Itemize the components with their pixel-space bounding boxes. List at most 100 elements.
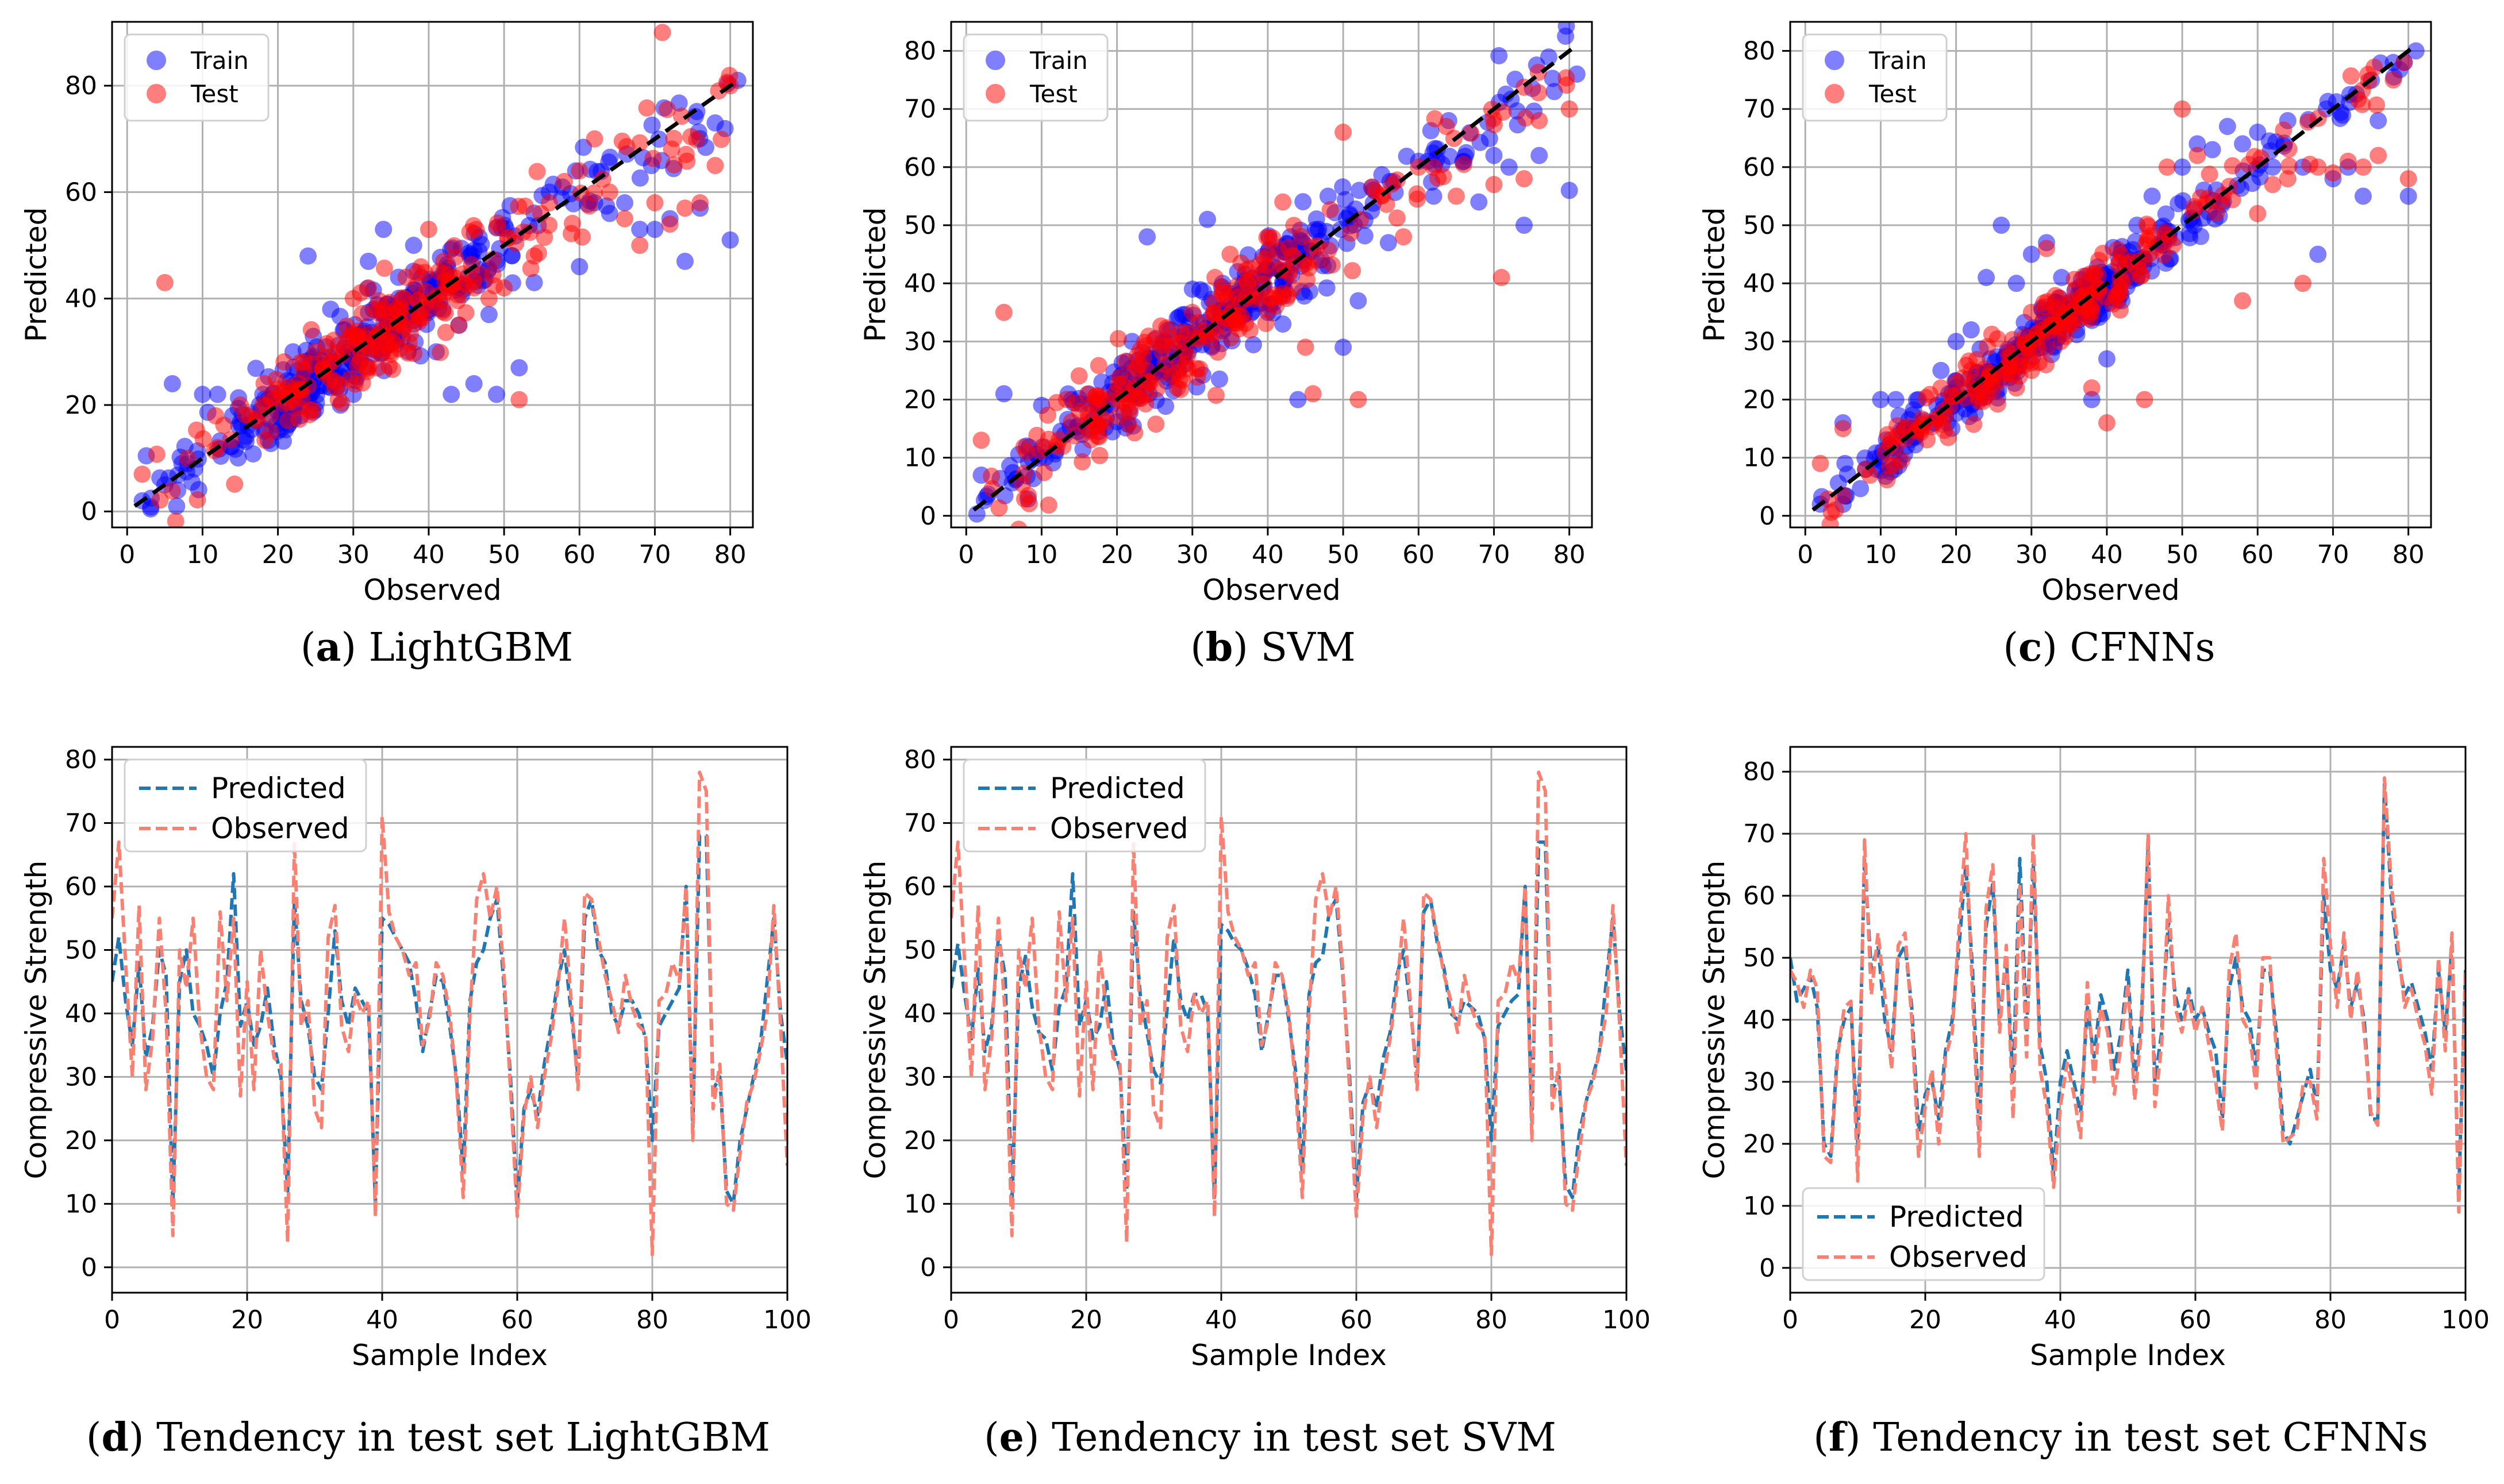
ticks: 0 20 40 60 80 100 0 10 20 30 40 50 60 70 80 (1743, 757, 2490, 1335)
test-point (1028, 426, 1046, 444)
train-point (1093, 373, 1111, 391)
train-point (2143, 187, 2161, 205)
x-tick-label: 30 (1176, 540, 1209, 569)
test-point (2324, 164, 2342, 182)
test-point (536, 229, 553, 246)
x-axis-label: Sample Index (1191, 1339, 1387, 1372)
train-point (1157, 398, 1175, 415)
test-point (2353, 95, 2371, 113)
y-tick-label: 10 (65, 1189, 97, 1219)
axes-frame (1789, 21, 2432, 529)
test-point (434, 303, 452, 321)
test-point (1120, 403, 1137, 421)
test-point (1109, 330, 1127, 348)
test-point (2365, 59, 2383, 76)
test-point (691, 194, 709, 211)
y-tick-label: 20 (1743, 1130, 1775, 1159)
legend: Train Test (1802, 33, 1948, 122)
test-point (2370, 147, 2387, 164)
test-point (449, 292, 467, 310)
x-tick-label: 30 (2015, 540, 2048, 569)
test-point (1035, 464, 1053, 481)
test-point (1344, 262, 1361, 280)
test-point (1040, 496, 1057, 514)
train-point (601, 205, 618, 222)
test-point (2164, 236, 2182, 254)
legend-label-observed: Observed (211, 812, 349, 845)
test-point (1010, 521, 1028, 527)
train-point (1490, 47, 1508, 65)
x-axis-label: Sample Index (2030, 1339, 2226, 1372)
train-point (360, 252, 377, 270)
legend-marker-train (986, 51, 1005, 70)
test-point (613, 132, 631, 150)
caption-paren: ( (2003, 625, 2018, 670)
ticks: 0 10 20 30 40 50 60 70 80 0 10 20 30 40 50 60 70 80 (1743, 37, 2425, 569)
train-point (1349, 292, 1367, 310)
test-point (1238, 272, 1256, 290)
test-point (601, 183, 618, 201)
test-point (344, 290, 362, 307)
y-tick-label: 0 (920, 1253, 936, 1282)
test-point (1321, 201, 1339, 219)
train-point (2264, 158, 2282, 176)
predicted-line (951, 840, 1626, 1206)
test-point (586, 130, 603, 148)
caption-letter: f (1829, 1414, 1848, 1460)
y-tick-label: 30 (1743, 327, 1775, 356)
x-tick-label: 10 (1864, 540, 1897, 569)
y-tick-label: 0 (1759, 502, 1775, 531)
test-point (1274, 285, 1291, 303)
train-point (616, 194, 633, 211)
observed-line (1790, 776, 2465, 1214)
test-point (1965, 415, 1983, 433)
train-point (1836, 454, 1854, 472)
test-point (1557, 76, 1575, 94)
test-point (1928, 410, 1946, 427)
test-point (2047, 299, 2064, 317)
x-tick-label: 80 (714, 540, 747, 569)
test-point (1932, 379, 1950, 397)
test-point (1297, 338, 1314, 356)
train-point (1294, 193, 1312, 211)
test-point (1388, 171, 1406, 189)
test-point (1447, 187, 1465, 205)
train-point (470, 242, 488, 260)
x-tick-label: 60 (501, 1305, 533, 1335)
legend-marker-test (1825, 84, 1844, 103)
test-point (556, 172, 574, 190)
y-tick-label: 40 (1743, 1005, 1775, 1035)
test-point (1207, 387, 1225, 404)
train-point (1356, 227, 1374, 245)
test-point (301, 402, 319, 419)
ticks: 0 20 40 60 80 100 0 10 20 30 40 50 60 70 80 (65, 745, 811, 1335)
test-point (2158, 158, 2176, 176)
train-point (163, 375, 181, 392)
plot-area (968, 22, 1586, 527)
caption-letter: e (999, 1414, 1024, 1460)
test-point (465, 279, 483, 297)
train-point (1530, 147, 1548, 164)
panel-d: 0 20 40 60 80 100 0 10 20 30 40 50 60 70 80 Sample Inde… (20, 745, 811, 1460)
caption-paren: ( (301, 625, 316, 670)
caption-paren: ( (1190, 625, 1206, 670)
y-tick-label: 40 (904, 269, 936, 298)
x-tick-label: 60 (1340, 1305, 1372, 1335)
y-tick-label: 0 (920, 502, 936, 531)
test-point (1298, 271, 1316, 288)
test-point (2047, 287, 2064, 304)
train-point (650, 130, 668, 148)
test-point (394, 289, 411, 307)
test-point (499, 229, 517, 247)
test-point (2354, 158, 2372, 176)
caption-letter: a (316, 625, 341, 670)
test-point (1962, 361, 1980, 379)
test-point (2007, 379, 2025, 397)
y-tick-label: 0 (81, 497, 97, 526)
legend-marker-test (147, 84, 166, 103)
caption-text: ) Tendency in test set SVM (1024, 1415, 1556, 1460)
x-tick-label: 40 (413, 540, 445, 569)
y-tick-label: 60 (904, 153, 936, 182)
legend-label-observed: Observed (1889, 1240, 2028, 1274)
train-point (2098, 350, 2115, 368)
